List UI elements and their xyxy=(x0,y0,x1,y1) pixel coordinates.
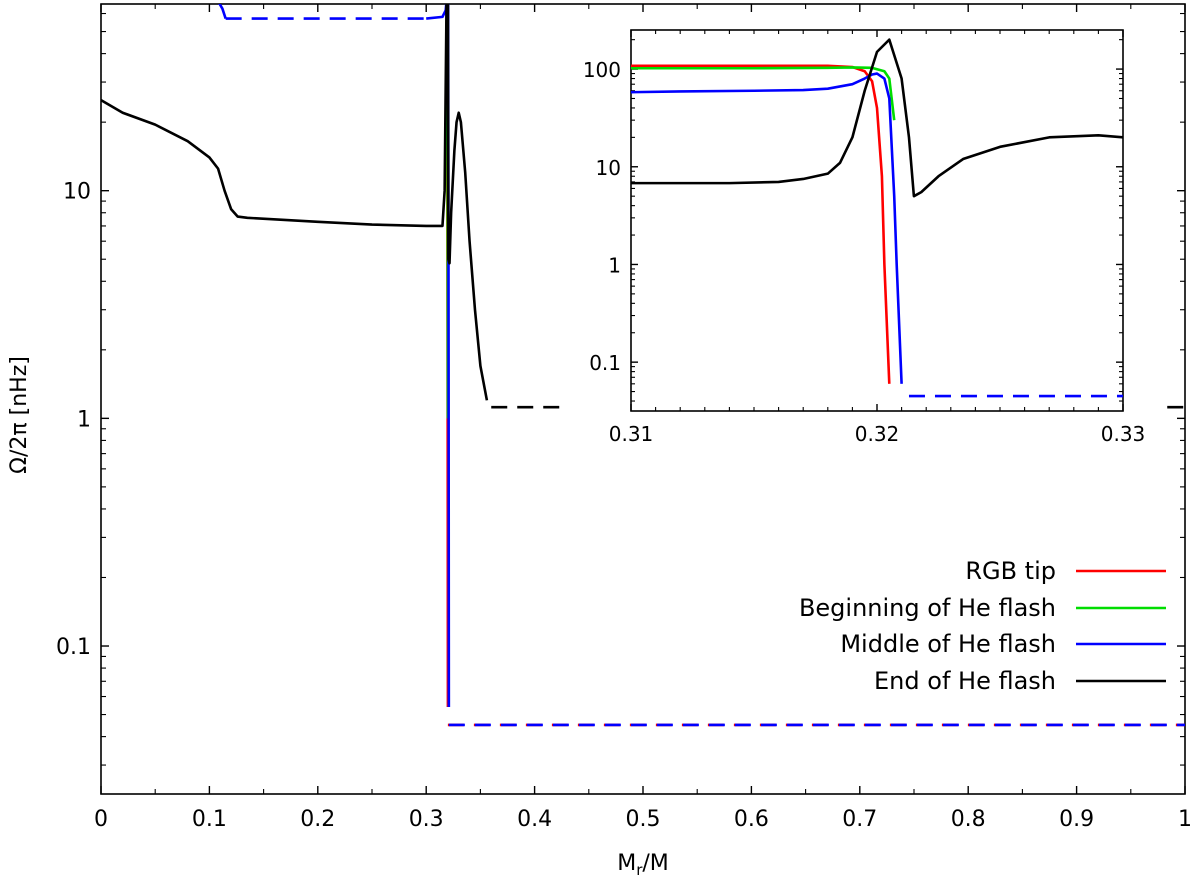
inset-x-tick-label: 0.32 xyxy=(855,422,900,446)
main-x-tick-label: 0.8 xyxy=(951,807,986,832)
main-x-tick-label: 0.6 xyxy=(734,807,769,832)
main-x-tick-label: 0.3 xyxy=(409,807,444,832)
main-x-tick-label: 0.5 xyxy=(626,807,661,832)
main-x-tick-label: 0.4 xyxy=(517,807,552,832)
inset-y-tick-label: 10 xyxy=(596,156,621,180)
inset-y-tick-label: 1 xyxy=(608,253,621,277)
main-y-tick-label: 0.1 xyxy=(56,635,91,660)
legend-label-beginning-of-he-flash: Beginning of He flash xyxy=(799,594,1056,622)
legend: RGB tip Beginning of He flash Middle of He… xyxy=(799,557,1166,695)
main-x-tick-label: 1 xyxy=(1178,807,1192,832)
main-y-tick-label: 10 xyxy=(63,180,91,205)
x-axis-label-main: M xyxy=(617,851,636,876)
legend-label-middle-of-he-flash: Middle of He flash xyxy=(840,630,1056,658)
inset-series-group xyxy=(631,38,1123,398)
inset-plot: 0.31 0.32 0.33 0.1 1 10 100 xyxy=(560,20,1160,460)
inset-series-line-beginning-of-he-flash xyxy=(631,66,896,121)
main-series-line-middle-of-he-flash xyxy=(426,4,451,707)
main-series-line-rgb-tip xyxy=(445,4,450,707)
inset-y-tick-label: 100 xyxy=(583,58,621,82)
inset-x-tick-label: 0.33 xyxy=(1101,422,1146,446)
main-x-tick-label: 0.1 xyxy=(192,807,227,832)
y-axis-label: Ω/2π [nHz] xyxy=(7,356,32,474)
main-x-tick-label: 0.7 xyxy=(842,807,877,832)
main-x-tick-label: 0.9 xyxy=(1059,807,1094,832)
main-x-tick-label: 0 xyxy=(94,807,108,832)
inset-y-tick-label: 0.1 xyxy=(589,351,621,375)
main-x-tick-label: 0.2 xyxy=(300,807,335,832)
main-series-line-end-of-he-flash xyxy=(101,4,489,401)
legend-label-rgb-tip: RGB tip xyxy=(965,557,1056,585)
x-axis-label: Mr/M xyxy=(617,851,669,879)
legend-label-end-of-he-flash: End of He flash xyxy=(874,667,1056,695)
inset-frame xyxy=(630,29,1124,412)
inset-series-line-end-of-he-flash xyxy=(631,38,1123,198)
main-series-line-middle-of-he-flash xyxy=(218,4,227,20)
x-axis-label-tail: /M xyxy=(642,851,668,876)
x-axis-label-subscript: r xyxy=(636,861,643,879)
main-y-tick-label: 1 xyxy=(77,407,91,432)
inset-x-tick-label: 0.31 xyxy=(609,422,654,446)
